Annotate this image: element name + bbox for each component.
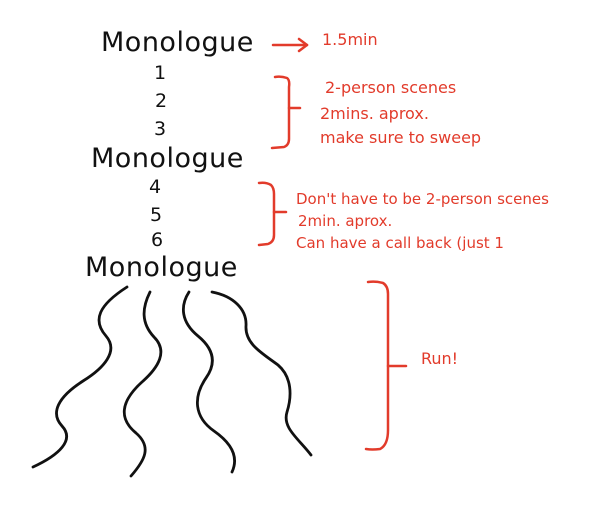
group-2-bracket xyxy=(257,181,276,247)
scene-number-1: 1 xyxy=(154,62,167,84)
scene-number-2: 2 xyxy=(155,90,168,112)
group-2-note-line-3: Can have a call back (just 1 xyxy=(296,234,504,252)
group-2-note-line-2: 2min. aprox. xyxy=(298,212,393,230)
monologue-label-2: Monologue xyxy=(91,143,244,174)
group-1-bracket xyxy=(270,75,291,150)
scene-number-4: 4 xyxy=(149,176,162,198)
duration-arrowhead xyxy=(297,37,309,53)
group-1-note-line-3: make sure to sweep xyxy=(320,128,482,147)
monologue-label-3: Monologue xyxy=(85,252,238,283)
monologue-label-1: Monologue xyxy=(101,27,254,58)
scene-number-3: 3 xyxy=(154,118,167,140)
run-path-4 xyxy=(210,290,313,457)
scene-number-6: 6 xyxy=(151,229,164,251)
group-1-note-line-1: 2-person scenes xyxy=(325,78,457,97)
group-2-note-line-1: Don't have to be 2-person scenes xyxy=(296,190,549,208)
group-1-note-line-2: 2mins. aprox. xyxy=(320,104,429,123)
run-path-3 xyxy=(182,290,236,474)
run-path-2 xyxy=(122,290,163,478)
run-path-1 xyxy=(31,285,129,469)
monologue-duration-note: 1.5min xyxy=(322,30,378,49)
scene-number-5: 5 xyxy=(150,204,163,226)
run-bracket xyxy=(364,280,390,451)
run-label: Run! xyxy=(421,349,459,368)
